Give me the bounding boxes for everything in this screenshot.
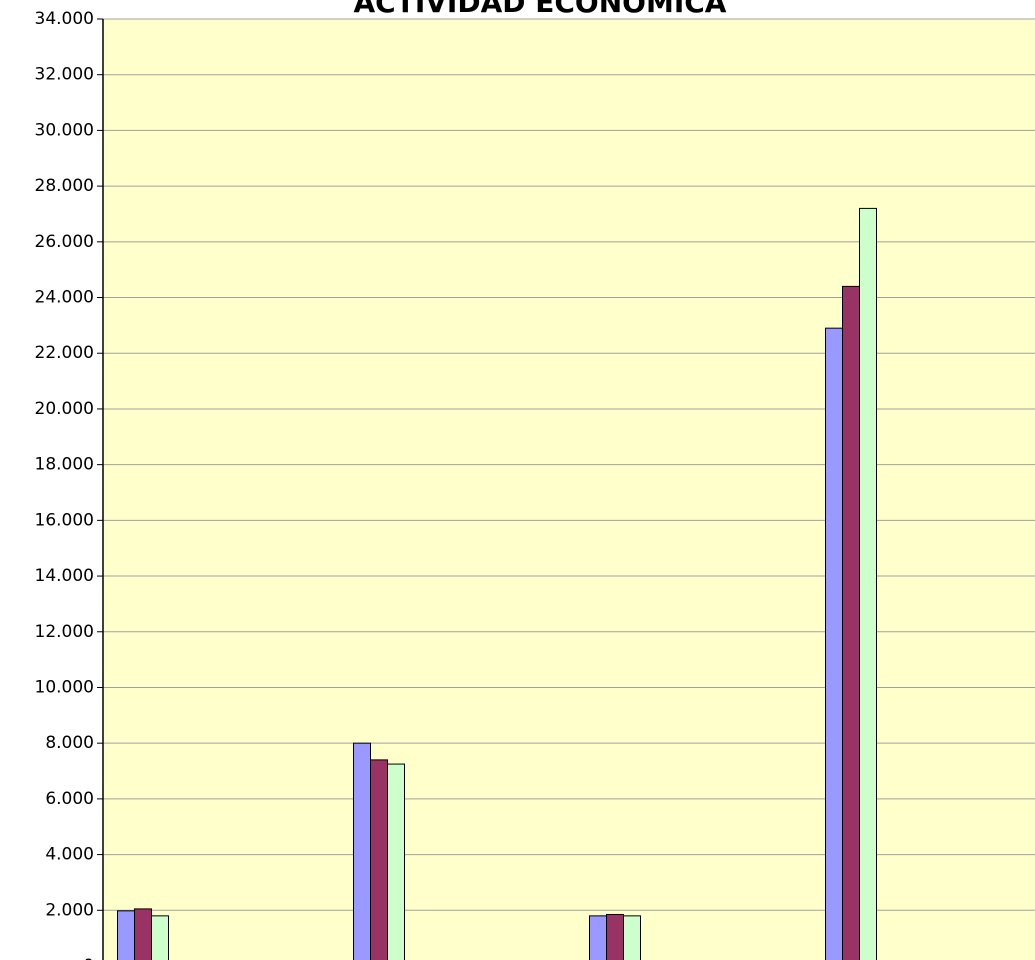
- y-tick-label: 20.000: [35, 399, 94, 419]
- bar: [623, 915, 641, 960]
- bar: [134, 908, 152, 960]
- y-tick-label: 26.000: [35, 232, 94, 252]
- y-tick-label: 34.000: [35, 9, 94, 29]
- bar: [353, 742, 371, 960]
- bar: [151, 915, 169, 960]
- y-tick-label: 10.000: [35, 677, 94, 697]
- y-tick-label: 0: [83, 956, 94, 960]
- bar: [606, 913, 624, 960]
- y-tick-label: 12.000: [35, 622, 94, 642]
- y-tick-label: 2.000: [45, 900, 94, 920]
- y-tick-label: 32.000: [35, 65, 94, 85]
- bar: [117, 910, 135, 960]
- y-tick-label: 18.000: [35, 455, 94, 475]
- y-tick-label: 4.000: [45, 845, 94, 865]
- y-tick-label: 16.000: [35, 510, 94, 530]
- y-tick-label: 8.000: [45, 733, 94, 753]
- bar: [370, 759, 388, 960]
- y-tick-label: 24.000: [35, 288, 94, 308]
- chart-title: ACTIVIDAD ECONÓMICA: [354, 0, 727, 19]
- bar: [589, 915, 607, 960]
- plot-area: [103, 19, 1035, 960]
- bar: [859, 207, 877, 960]
- bar: [825, 327, 843, 960]
- y-tick-label: 30.000: [35, 120, 94, 140]
- y-tick-label: 14.000: [35, 566, 94, 586]
- plot-layer: 0 2.000 4.000 6.000 8.000 10.000 12.000 14.000 1…: [35, 9, 1035, 960]
- y-tick-label: 28.000: [35, 176, 94, 196]
- bar: [387, 763, 405, 960]
- y-tick-label: 6.000: [45, 789, 94, 809]
- bar: [842, 285, 860, 960]
- y-tick-label: 22.000: [35, 343, 94, 363]
